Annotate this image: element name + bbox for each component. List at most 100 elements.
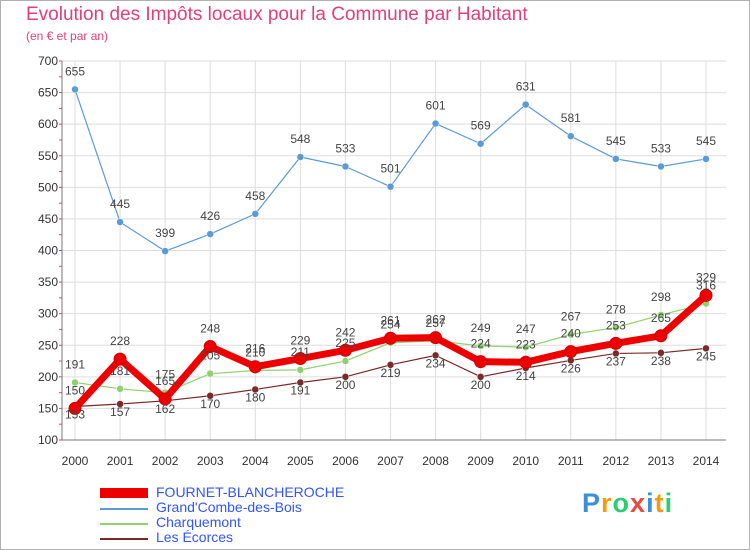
logo-letter: o: [612, 488, 631, 518]
series-point-3: [657, 349, 665, 357]
data-label-1: 458: [245, 189, 265, 203]
x-tick-label: 2008: [422, 454, 449, 468]
data-label-3: 180: [245, 390, 265, 404]
data-label-2: 254: [380, 318, 400, 332]
data-label-2: 298: [651, 290, 671, 304]
x-tick-label: 2011: [558, 454, 584, 468]
data-label-2: 225: [335, 336, 355, 350]
series-point-1: [206, 230, 214, 238]
legend-label-fournet: FOURNET-BLANCHEROCHE: [156, 484, 345, 500]
legend-label-les-ecorces: Les Écorces: [156, 529, 234, 545]
series-point-3: [341, 373, 350, 381]
legend-swatch-les-ecorces: [100, 538, 148, 540]
x-tick-label: 2002: [152, 454, 179, 468]
data-label-3: 226: [561, 361, 581, 375]
data-label-1: 533: [335, 141, 355, 155]
data-label-0: 248: [200, 322, 220, 336]
series-point-0: [474, 355, 488, 369]
data-label-1: 569: [471, 119, 491, 133]
series-point-0: [248, 360, 262, 374]
data-label-3: 238: [651, 354, 671, 368]
data-label-1: 545: [606, 134, 626, 148]
data-label-2: 247: [516, 322, 536, 336]
line-chart: 100 150 200 250 300 350 400 450 500 550 600 650 700 2…: [38, 54, 726, 468]
y-tick-label: 650: [38, 86, 58, 100]
x-tick-label: 2003: [197, 454, 224, 468]
chart-title: Evolution des Impôts locaux pour la Comm…: [26, 4, 528, 25]
series-point-0: [384, 331, 397, 345]
series-point-3: [116, 400, 124, 408]
legend-label-charquemont: Charquemont: [156, 514, 241, 530]
data-label-2: 181: [110, 364, 130, 378]
data-label-3: 191: [290, 384, 310, 398]
data-label-2: 191: [65, 358, 85, 372]
data-label-2: 249: [471, 321, 491, 335]
y-tick-label: 700: [38, 54, 58, 68]
series-point-2: [296, 366, 305, 374]
series-point-2: [71, 378, 79, 387]
series-point-0: [429, 331, 443, 345]
data-label-0: 262: [426, 313, 446, 327]
series-point-2: [567, 330, 575, 339]
series-point-3: [386, 361, 395, 369]
legend-swatch-grand-combe: [100, 508, 148, 510]
logo-letter: i: [646, 488, 655, 518]
data-label-1: 426: [200, 209, 220, 223]
data-label-0: 242: [335, 325, 355, 339]
data-label-1: 501: [380, 162, 400, 176]
series-point-2: [657, 311, 665, 319]
data-label-1: 581: [561, 111, 581, 125]
x-tick-label: 2013: [648, 454, 675, 468]
series-point-1: [657, 162, 665, 171]
y-tick-label: 500: [38, 180, 58, 194]
data-label-2: 278: [606, 303, 626, 317]
series-point-0: [158, 392, 172, 406]
data-label-3: 200: [335, 378, 355, 392]
data-label-0: 229: [290, 334, 310, 348]
data-label-0: 150: [65, 383, 85, 397]
x-tick-label: 2006: [332, 454, 359, 468]
logo-letter: t: [654, 488, 665, 518]
proxiti-logo: Proxiti: [582, 488, 673, 519]
data-label-2: 205: [200, 349, 220, 363]
x-tick-label: 2007: [377, 454, 404, 468]
logo-letter: i: [664, 488, 674, 518]
data-label-3: 219: [380, 366, 400, 380]
legend-swatch-fournet: [100, 488, 148, 498]
series-point-1: [702, 155, 710, 163]
data-label-2: 211: [291, 345, 310, 359]
series-point-0: [203, 340, 217, 354]
data-label-3: 214: [516, 369, 536, 383]
series-point-1: [386, 182, 395, 191]
series-point-0: [564, 345, 578, 359]
y-tick-label: 400: [38, 244, 58, 258]
y-tick-label: 150: [38, 401, 58, 415]
data-label-0: 261: [380, 313, 400, 327]
data-label-1: 601: [426, 99, 446, 113]
data-label-3: 153: [65, 408, 85, 422]
data-label-1: 548: [290, 132, 310, 146]
series-point-0: [68, 401, 82, 415]
y-tick-label: 350: [38, 275, 58, 289]
series-point-2: [476, 342, 485, 350]
x-tick-label: 2009: [467, 454, 494, 468]
data-label-0: 253: [606, 318, 626, 332]
data-label-1: 399: [155, 226, 175, 240]
series-point-1: [567, 132, 575, 140]
series-point-1: [431, 119, 440, 128]
data-label-0: 329: [696, 270, 716, 284]
legend-item-les-ecorces: Les Écorces: [100, 529, 420, 547]
logo-letter: x: [630, 488, 647, 518]
logo-letter: r: [601, 488, 613, 518]
series-point-1: [116, 218, 124, 226]
y-tick-label: 600: [38, 117, 58, 131]
data-label-0: 223: [516, 337, 536, 351]
x-tick-label: 2001: [107, 454, 134, 468]
series-point-2: [341, 357, 350, 365]
data-label-1: 655: [65, 64, 85, 78]
y-tick-label: 100: [38, 433, 58, 447]
x-tick-label: 2000: [62, 454, 89, 468]
legend-item-charquemont: Charquemont: [100, 514, 420, 532]
series-point-1: [612, 155, 620, 163]
series-point-1: [251, 210, 260, 218]
